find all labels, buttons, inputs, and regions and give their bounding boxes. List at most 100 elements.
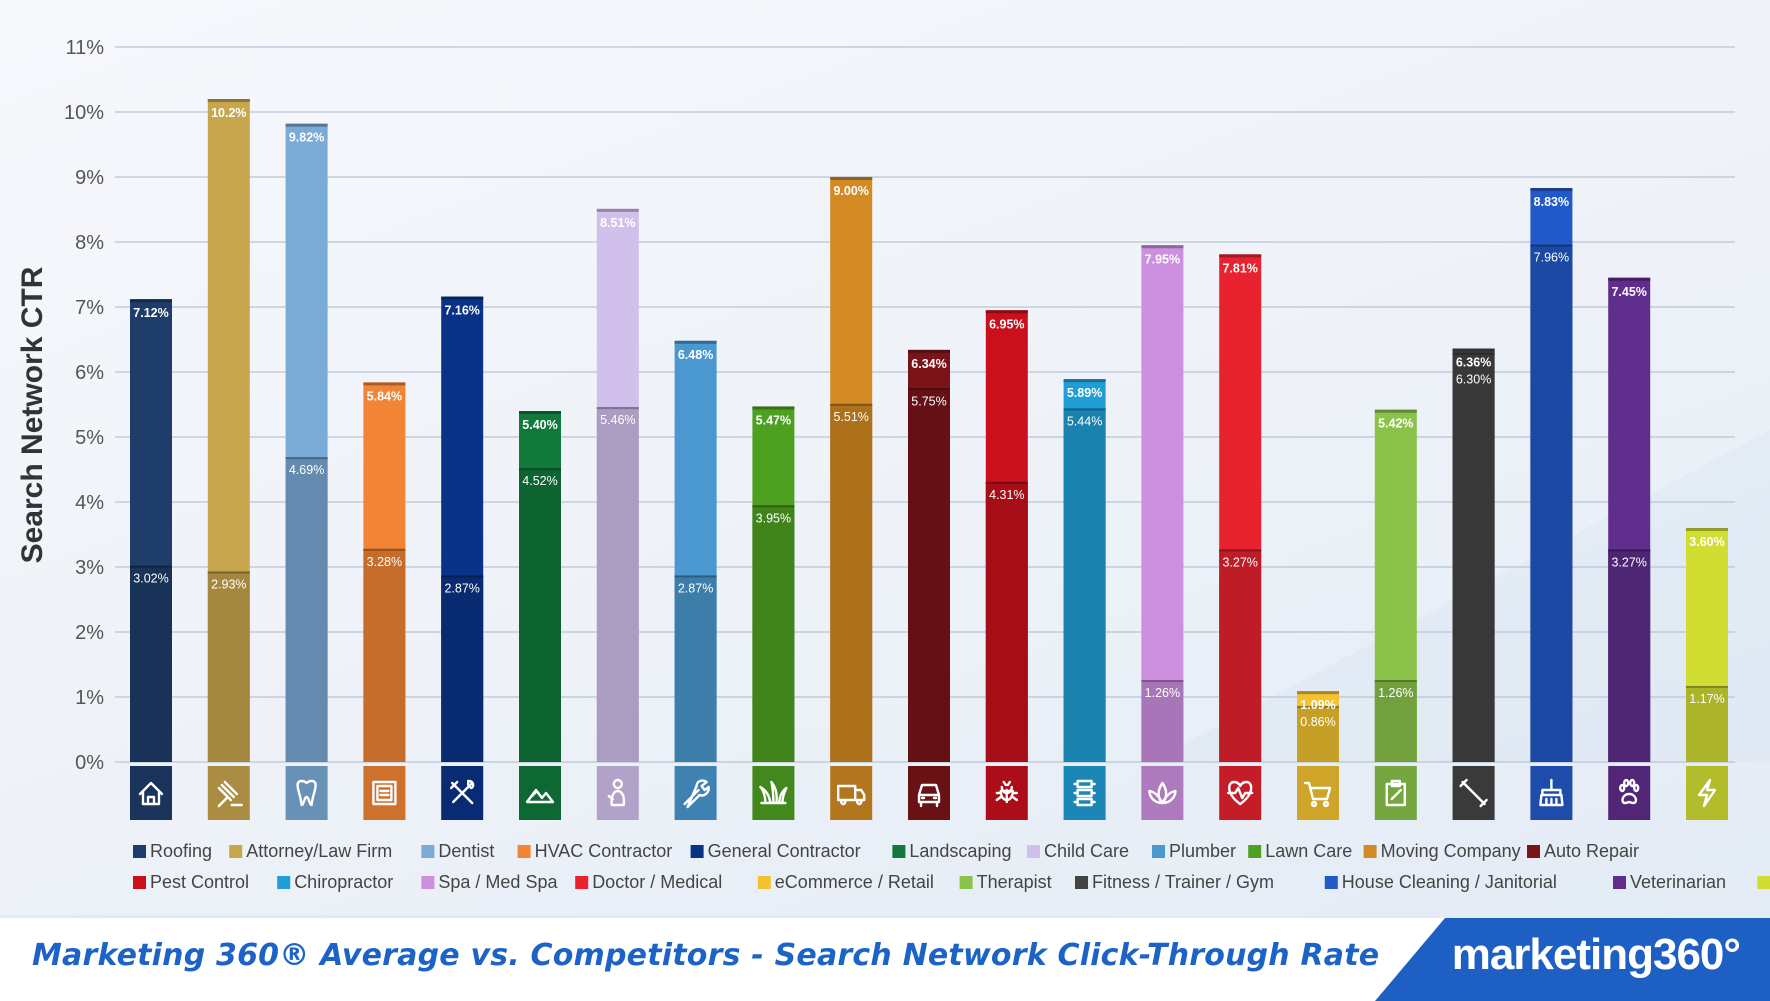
wrench-icon-glyph bbox=[683, 779, 710, 809]
bar-inner bbox=[363, 548, 406, 762]
legend-swatch bbox=[277, 876, 291, 889]
car-icon bbox=[917, 783, 941, 808]
gavel-icon-glyph bbox=[217, 780, 244, 808]
bar-inner-label: 4.31% bbox=[989, 488, 1024, 502]
bar-inner-label: 5.75% bbox=[911, 394, 946, 408]
bar-cap bbox=[1608, 277, 1651, 281]
bar-divider bbox=[596, 407, 639, 410]
bar-cap bbox=[830, 177, 873, 180]
y-tick-label: 11% bbox=[65, 37, 104, 59]
legend-swatch bbox=[1757, 876, 1770, 889]
bar-inner bbox=[441, 575, 484, 762]
grass-icon-glyph bbox=[759, 780, 788, 805]
car-icon-glyph bbox=[917, 783, 941, 808]
truck-icon-glyph bbox=[837, 784, 866, 806]
mountains-icon bbox=[525, 788, 555, 804]
bar-divider bbox=[1530, 244, 1573, 247]
legend-label: eCommerce / Retail bbox=[775, 872, 934, 892]
tooth-tile bbox=[285, 766, 328, 820]
bar-inner bbox=[285, 457, 328, 762]
cart-tile bbox=[1297, 766, 1339, 820]
bar-inner-label: 5.46% bbox=[600, 413, 635, 427]
legend-swatch bbox=[959, 876, 973, 889]
legend-swatch bbox=[421, 876, 435, 889]
bar-inner bbox=[1452, 352, 1495, 762]
legend-swatch bbox=[1324, 876, 1338, 889]
legend-swatch bbox=[229, 845, 243, 858]
bar-cap bbox=[674, 340, 717, 344]
bar-inner bbox=[519, 468, 561, 762]
paw-icon-glyph bbox=[1618, 778, 1640, 805]
y-tick-label: 2% bbox=[75, 622, 104, 644]
bar-divider bbox=[207, 571, 250, 574]
child-icon-glyph bbox=[607, 778, 626, 807]
cart-icon bbox=[1303, 781, 1332, 808]
bar-cap bbox=[908, 349, 950, 353]
bar-cap bbox=[985, 310, 1028, 314]
mountains-icon-glyph bbox=[525, 788, 555, 804]
legend-label: Child Care bbox=[1044, 841, 1129, 861]
heartbeat-icon bbox=[1226, 780, 1254, 806]
bar-total-label: 5.84% bbox=[367, 389, 402, 403]
legend-label: Veterinarian bbox=[1630, 872, 1726, 892]
bar-divider bbox=[1686, 685, 1728, 688]
tooth-icon-glyph bbox=[296, 779, 317, 807]
bar-total-label: 6.36% bbox=[1456, 356, 1491, 370]
tools-icon-glyph bbox=[450, 779, 475, 805]
bar-total-label: 9.00% bbox=[833, 184, 868, 198]
broom-icon-glyph bbox=[1539, 778, 1564, 807]
legend-label: Spa / Med Spa bbox=[438, 872, 558, 892]
bar-total-label: 5.47% bbox=[756, 413, 791, 427]
bar-inner-label: 2.87% bbox=[678, 581, 713, 595]
legend-swatch bbox=[517, 845, 531, 858]
spine-icon-glyph bbox=[1073, 779, 1096, 807]
bar-divider bbox=[441, 575, 484, 578]
gavel-icon bbox=[217, 780, 244, 808]
bar-cap bbox=[363, 382, 406, 386]
bug-icon bbox=[995, 780, 1018, 804]
bar-inner bbox=[830, 403, 873, 762]
legend-swatch bbox=[421, 845, 435, 858]
bar-inner bbox=[1374, 680, 1417, 762]
bar-total-label: 7.95% bbox=[1145, 252, 1180, 266]
bar-inner bbox=[1297, 706, 1339, 762]
bar-inner-label: 2.93% bbox=[211, 578, 246, 592]
legend-label: HVAC Contractor bbox=[535, 841, 673, 861]
legend-label: Moving Company bbox=[1381, 841, 1521, 861]
bar-inner bbox=[674, 575, 717, 762]
bar-inner bbox=[908, 388, 950, 762]
car-tile bbox=[908, 766, 950, 820]
bar-divider bbox=[1608, 549, 1651, 552]
bar-divider bbox=[674, 575, 717, 578]
legend-label: House Cleaning / Janitorial bbox=[1342, 872, 1557, 892]
bar-total-label: 9.82% bbox=[289, 131, 324, 145]
legend-swatch bbox=[1027, 845, 1040, 858]
brand-logo-box: marketing360° bbox=[1375, 918, 1770, 1001]
dumbbell-icon-glyph bbox=[1459, 778, 1488, 808]
bar-chart: 0% 1% 2% 3% 4% 5% 6% 7% 8% 9% 10% 11% Search Network… bbox=[16, 37, 1770, 892]
bar-inner bbox=[1530, 244, 1573, 763]
bar-cap bbox=[1530, 188, 1573, 192]
footer-title: Marketing 360® Average vs. Competitors -… bbox=[32, 938, 1380, 973]
bar-cap bbox=[1452, 348, 1495, 352]
clipboard-icon-glyph bbox=[1385, 779, 1407, 807]
house-tile bbox=[130, 766, 172, 820]
y-axis-title: Search Network CTR bbox=[16, 266, 49, 563]
bar-cap bbox=[130, 299, 172, 303]
bar-inner bbox=[1141, 680, 1184, 762]
legend-swatch bbox=[690, 845, 704, 858]
bar-divider bbox=[1063, 408, 1106, 411]
y-tick-label: 6% bbox=[75, 362, 104, 384]
bar-total-label: 3.60% bbox=[1689, 535, 1724, 549]
brand-logo: marketing360° bbox=[1451, 930, 1741, 979]
bar-inner bbox=[1608, 549, 1651, 762]
bar-inner bbox=[1686, 685, 1728, 762]
house-icon bbox=[138, 781, 164, 806]
legend-label: General Contractor bbox=[708, 841, 861, 861]
legend-label: Auto Repair bbox=[1544, 841, 1639, 861]
bar-inner bbox=[596, 407, 639, 762]
bar-total-label: 1.09% bbox=[1300, 698, 1335, 712]
bar-inner-label: 3.95% bbox=[756, 511, 791, 525]
bar-cap bbox=[519, 411, 561, 414]
legend-swatch bbox=[757, 876, 771, 889]
